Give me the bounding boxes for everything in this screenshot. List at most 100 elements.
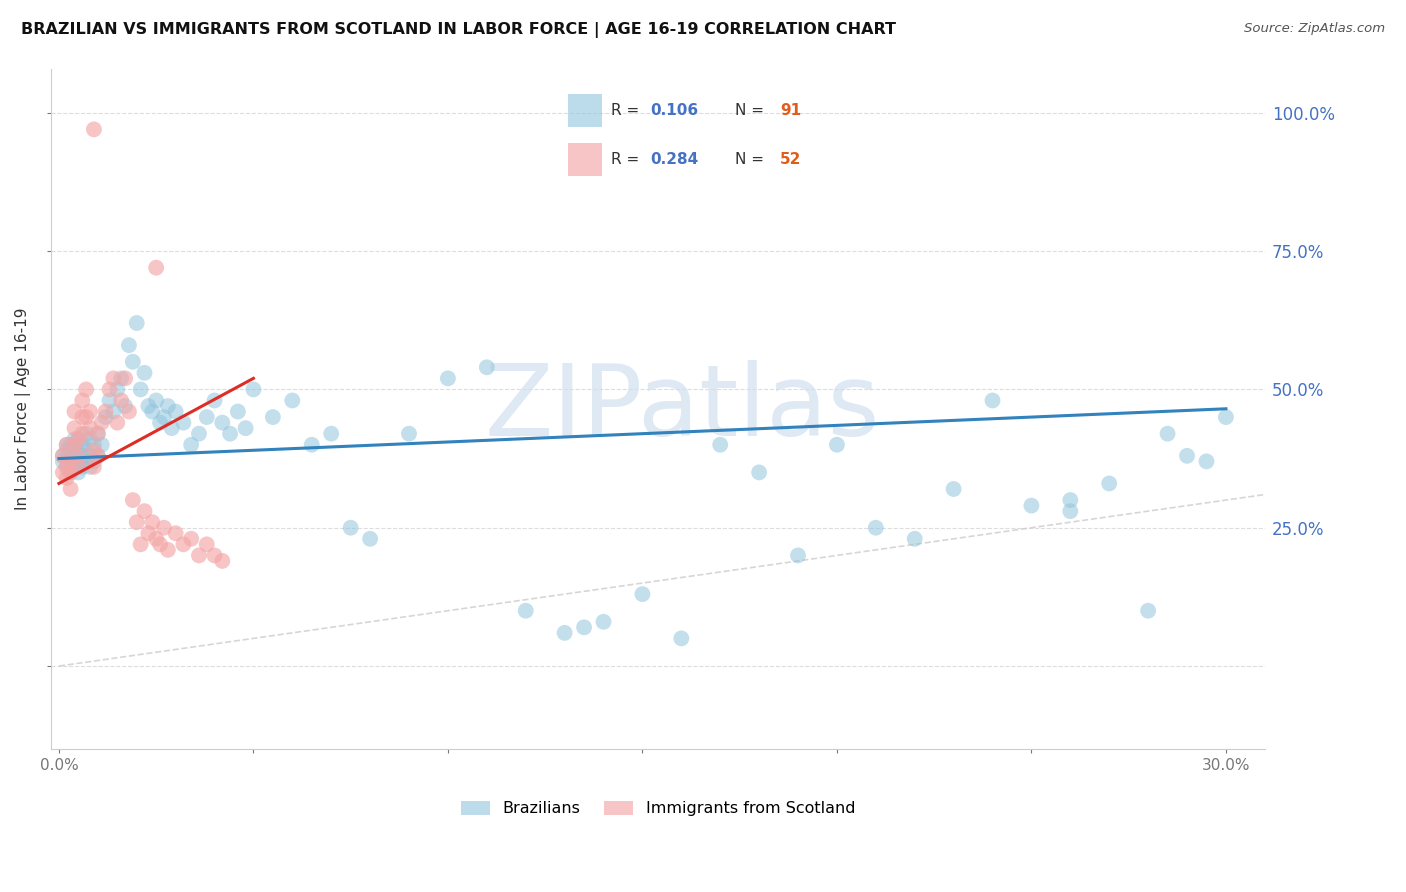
Point (145, 532, 167, 546)
Bar (568, 143, 602, 177)
Point (67, 432, 90, 446)
Point (631, 587, 654, 601)
Point (554, 625, 576, 640)
Point (55, 459, 77, 474)
Point (204, 549, 226, 563)
Point (141, 515, 163, 529)
Point (94, 404, 117, 418)
Point (262, 410, 284, 425)
Text: BRAZILIAN VS IMMIGRANTS FROM SCOTLAND IN LABOR FORCE | AGE 16-19 CORRELATION CHA: BRAZILIAN VS IMMIGRANTS FROM SCOTLAND IN… (21, 22, 896, 38)
Point (90, 416, 112, 430)
Point (72, 449, 94, 463)
Point (180, 438, 202, 452)
Point (359, 532, 381, 546)
Point (572, 620, 595, 634)
Point (87, 426, 110, 441)
Text: 52: 52 (780, 152, 801, 167)
Point (87, 426, 110, 441)
Text: 0.106: 0.106 (650, 103, 699, 118)
Point (83, 459, 105, 474)
Point (72, 426, 94, 441)
Point (134, 504, 156, 518)
Point (129, 537, 152, 551)
Point (67, 443, 90, 458)
Point (398, 426, 420, 441)
Point (72, 459, 94, 474)
Point (55, 459, 77, 474)
Point (63, 421, 86, 435)
Point (748, 466, 770, 480)
Point (156, 399, 179, 413)
Point (172, 416, 194, 430)
Point (98, 383, 121, 397)
Point (52, 454, 75, 468)
Point (75, 410, 97, 425)
Point (83, 438, 105, 452)
Point (1059, 504, 1081, 518)
Point (138, 399, 160, 413)
Point (195, 537, 218, 551)
Text: Source: ZipAtlas.com: Source: ZipAtlas.com (1244, 22, 1385, 36)
Point (129, 383, 152, 397)
Point (825, 438, 848, 452)
Legend: Brazilians, Immigrants from Scotland: Brazilians, Immigrants from Scotland (454, 795, 862, 822)
Point (709, 438, 731, 452)
Point (121, 493, 143, 508)
Point (301, 438, 323, 452)
Point (72, 438, 94, 452)
Point (149, 537, 172, 551)
Point (1156, 426, 1178, 441)
Point (59, 438, 82, 452)
Point (172, 537, 194, 551)
Point (188, 426, 211, 441)
Point (114, 371, 136, 385)
Point (942, 482, 965, 496)
Point (138, 526, 160, 541)
Point (67, 459, 90, 474)
Text: R =: R = (610, 103, 644, 118)
Point (83, 122, 105, 136)
Point (281, 393, 304, 408)
Point (83, 443, 105, 458)
Point (153, 521, 176, 535)
Point (75, 426, 97, 441)
Point (59, 482, 82, 496)
Point (515, 604, 537, 618)
Point (59, 454, 82, 468)
Point (55, 438, 77, 452)
Text: R =: R = (610, 152, 644, 167)
Point (981, 393, 1004, 408)
Point (153, 410, 176, 425)
Point (156, 542, 179, 557)
Point (188, 549, 211, 563)
Point (59, 466, 82, 480)
Point (1195, 454, 1218, 468)
Point (79, 459, 101, 474)
Point (1098, 476, 1121, 491)
Point (79, 421, 101, 435)
Point (145, 260, 167, 275)
Point (55, 471, 77, 485)
Text: 91: 91 (780, 103, 801, 118)
Point (67, 432, 90, 446)
Point (339, 521, 361, 535)
Point (204, 393, 226, 408)
Point (865, 521, 887, 535)
Point (125, 515, 148, 529)
Point (83, 454, 105, 468)
Point (79, 449, 101, 463)
Text: N =: N = (735, 152, 769, 167)
Point (103, 371, 125, 385)
Point (105, 383, 128, 397)
Point (90, 438, 112, 452)
Point (63, 459, 86, 474)
Point (1021, 499, 1043, 513)
Point (75, 454, 97, 468)
Point (125, 316, 148, 330)
Point (94, 410, 117, 425)
Point (63, 432, 86, 446)
Point (67, 466, 90, 480)
Point (211, 416, 233, 430)
Point (1137, 604, 1160, 618)
Point (141, 404, 163, 418)
